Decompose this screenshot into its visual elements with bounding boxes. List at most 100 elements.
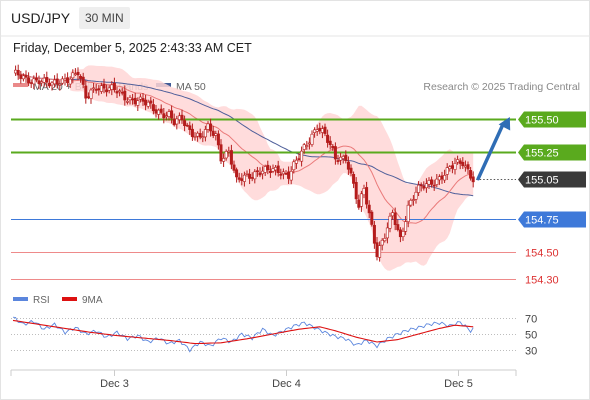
- candle-body: [336, 160, 340, 162]
- candle-body: [453, 163, 457, 170]
- candle-body: [396, 224, 400, 230]
- candle-body: [240, 178, 244, 181]
- candle-body: [354, 182, 358, 200]
- candle-body: [81, 76, 85, 85]
- candle-body: [136, 100, 140, 106]
- candle-body: [170, 110, 174, 119]
- candle-body: [406, 204, 410, 222]
- candle-body: [248, 173, 252, 179]
- level-label-154-75: 154.75: [525, 215, 559, 227]
- candle-body: [328, 140, 332, 146]
- candle-body: [58, 84, 62, 86]
- candle-body: [349, 167, 353, 174]
- rsi-tick-50: 50: [525, 330, 537, 342]
- candle-body: [146, 101, 150, 107]
- candle-body: [333, 146, 337, 160]
- candle-body: [271, 168, 275, 172]
- candle-body: [289, 170, 293, 181]
- candle-body: [307, 142, 311, 145]
- rsi-tick-30: 30: [525, 346, 537, 358]
- candle-body: [344, 154, 348, 162]
- candle-body: [112, 82, 116, 91]
- candle-body: [232, 164, 236, 171]
- candle-body: [89, 89, 93, 99]
- candle-body: [110, 84, 114, 90]
- level-tag-155-25: [518, 144, 586, 161]
- candle-body: [123, 90, 127, 101]
- candle-body: [258, 172, 262, 176]
- candle-body: [172, 118, 176, 126]
- candle-body: [154, 109, 158, 114]
- candle-body: [383, 238, 387, 242]
- candle-body: [352, 174, 356, 184]
- candle-body: [409, 199, 413, 206]
- candle-body: [188, 125, 192, 130]
- copyright-text: Research © 2025 Trading Central: [423, 81, 580, 93]
- candle-body: [281, 171, 285, 175]
- candle-body: [27, 77, 31, 84]
- candle-body: [94, 89, 98, 91]
- candle-body: [266, 164, 270, 171]
- candle-body: [151, 104, 155, 112]
- candle-body: [357, 199, 361, 208]
- ma50-line: [20, 73, 474, 197]
- candle-body: [120, 91, 124, 94]
- candle-body: [196, 132, 200, 137]
- x-tick-label: Dec 3: [100, 378, 129, 390]
- rsi-tick-70: 70: [525, 314, 537, 326]
- candle-body: [458, 160, 462, 164]
- level-label-155-50: 155.50: [525, 115, 559, 127]
- candle-body: [177, 115, 181, 120]
- candle-body: [133, 97, 137, 105]
- candle-body: [175, 118, 179, 125]
- candle-body: [372, 224, 376, 244]
- candle-body: [159, 108, 163, 113]
- candle-body: [461, 161, 465, 167]
- candle-body: [375, 242, 379, 258]
- candle-body: [37, 80, 41, 84]
- candle-body: [128, 97, 132, 101]
- candle-body: [227, 150, 231, 153]
- candle-body: [320, 128, 324, 133]
- candle-body: [107, 87, 111, 91]
- candle-body: [305, 145, 309, 147]
- candle-body: [99, 85, 103, 92]
- candle-body: [79, 75, 83, 79]
- candle-body: [411, 199, 415, 201]
- candle-body: [222, 158, 226, 162]
- timeframe-badge[interactable]: 30 MIN: [79, 7, 130, 29]
- candle-body: [424, 183, 428, 189]
- candle-body: [450, 165, 454, 169]
- candle-body: [276, 165, 280, 174]
- candle-body: [359, 193, 363, 207]
- candle-body: [255, 170, 259, 172]
- candle-body: [84, 85, 88, 99]
- candle-body: [456, 159, 460, 163]
- candle-body: [29, 82, 33, 84]
- candle-body: [34, 77, 38, 81]
- candle-body: [144, 99, 148, 106]
- candle-body: [401, 231, 405, 237]
- candle-body: [201, 136, 205, 139]
- candle-body: [263, 166, 267, 173]
- candle-body: [203, 129, 207, 138]
- candle-body: [42, 77, 46, 83]
- candle-body: [32, 78, 36, 85]
- candle-body: [24, 75, 28, 78]
- candle-body: [198, 133, 202, 138]
- candle-body: [219, 144, 223, 162]
- candle-body: [149, 100, 153, 104]
- candle-body: [370, 211, 374, 225]
- candle-body: [310, 133, 314, 145]
- candle-body: [157, 109, 161, 115]
- candle-body: [55, 78, 59, 85]
- candle-body: [19, 74, 23, 79]
- candle-body: [242, 174, 246, 182]
- candle-body: [284, 173, 288, 175]
- candle-body: [365, 187, 369, 205]
- level-label-154-50: 154.50: [525, 248, 559, 260]
- candle-body: [40, 81, 44, 84]
- candle-body: [14, 69, 18, 74]
- candle-body: [268, 170, 272, 173]
- candle-body: [53, 79, 57, 85]
